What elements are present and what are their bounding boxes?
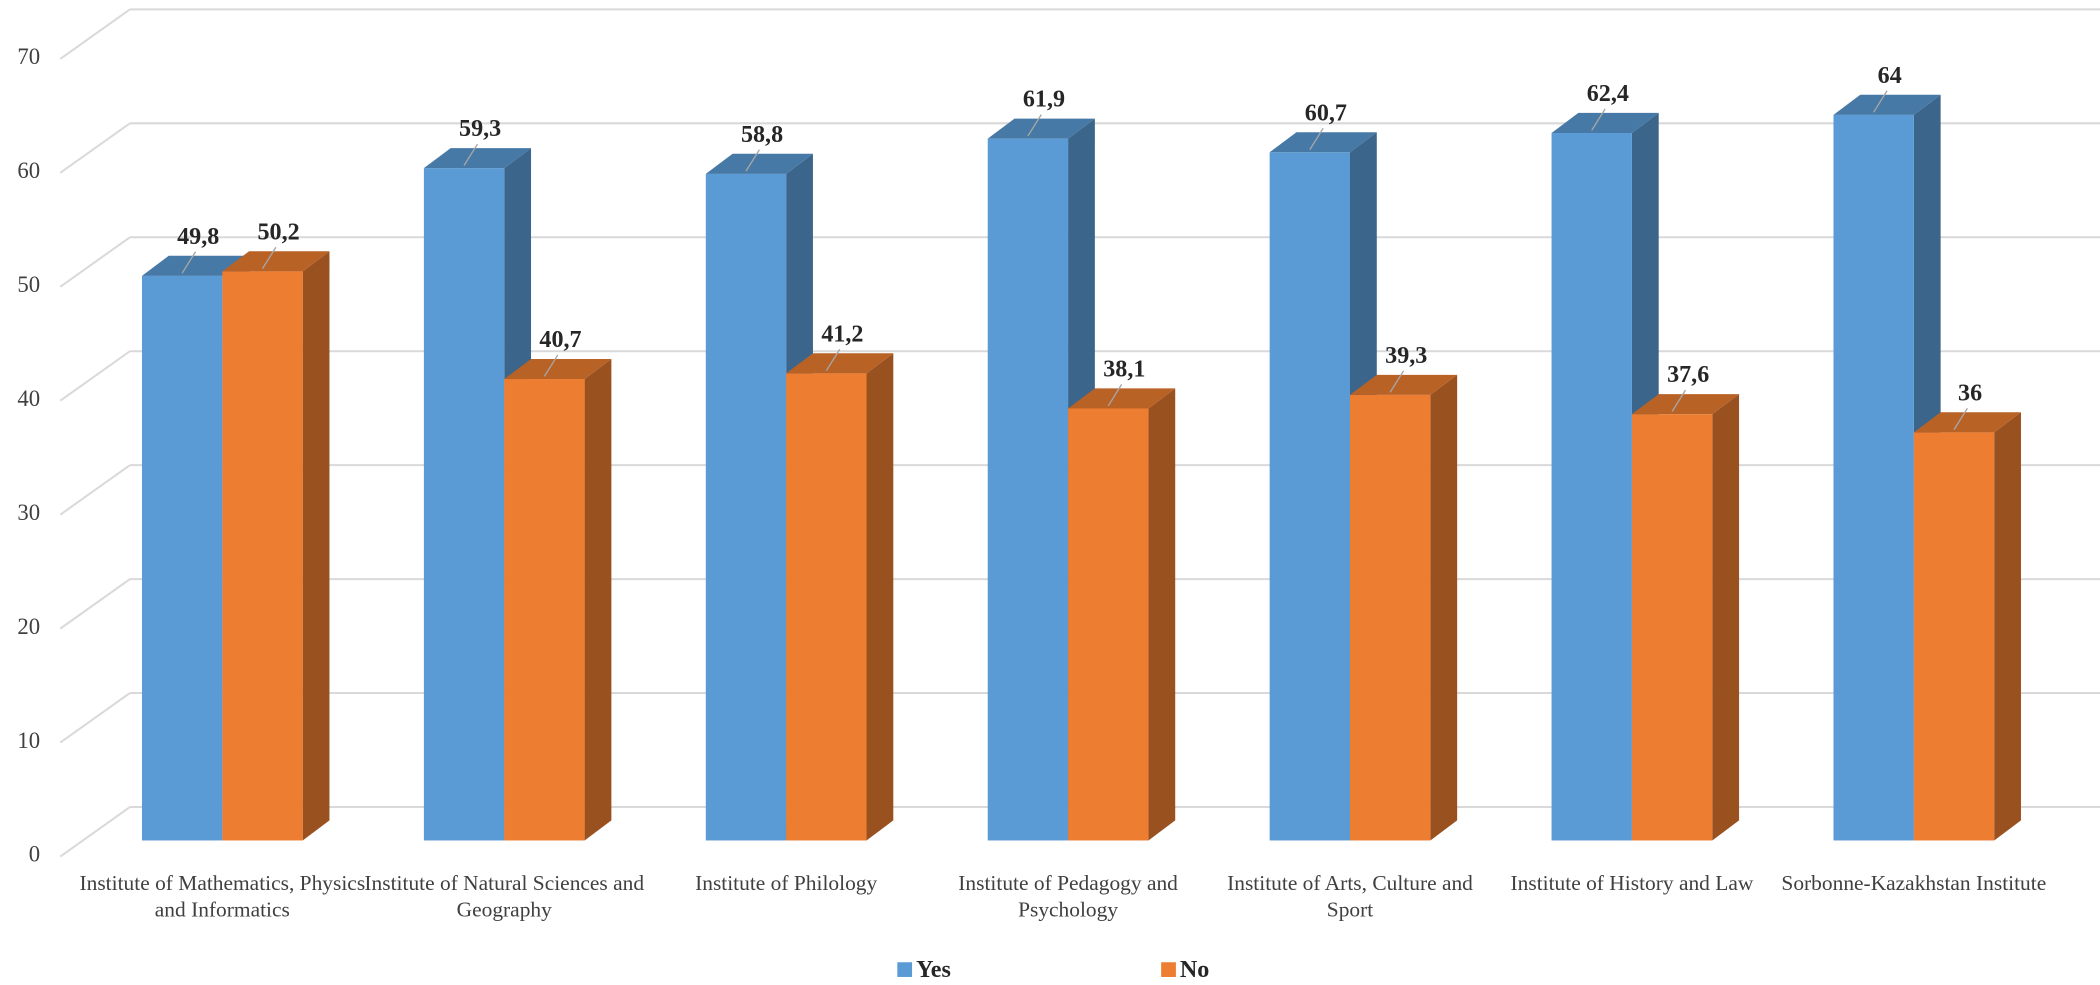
- y-tick-label: 10: [17, 728, 40, 753]
- bar: [705, 173, 787, 841]
- leader-line: [1873, 90, 1888, 113]
- grid-line: [59, 692, 131, 744]
- x-tick-label: Institute of Philology: [695, 872, 878, 896]
- bar: [1913, 432, 1995, 841]
- leader-line: [1027, 114, 1042, 137]
- bar-top: [786, 353, 894, 374]
- bar-side: [1430, 374, 1458, 841]
- data-label: 62,4: [1587, 81, 1629, 107]
- leader-line: [825, 348, 841, 372]
- grid-line: [59, 806, 131, 858]
- bar-top: [1269, 132, 1377, 153]
- legend-label: Yes: [916, 957, 951, 983]
- x-tick-label: Institute of Mathematics, Physics and In…: [79, 872, 366, 923]
- leader-line: [261, 246, 277, 270]
- x-tick-label: Sorbonne-Kazakhstan Institute: [1781, 872, 2047, 896]
- bar-side: [584, 358, 612, 841]
- bar-top: [423, 148, 532, 169]
- leader-line: [1671, 389, 1687, 412]
- bar: [141, 275, 223, 841]
- leader-line: [1107, 384, 1123, 407]
- data-label: 61,9: [1023, 87, 1065, 113]
- bar: [1350, 394, 1431, 841]
- x-tick-label: Institute of Pedagogy and Psychology: [958, 872, 1178, 923]
- bar-top: [1913, 412, 2021, 433]
- bar: [1833, 114, 1914, 841]
- bar-side: [866, 353, 894, 841]
- leader-line: [543, 354, 559, 377]
- bar-top: [705, 153, 813, 174]
- leader-line: [1309, 127, 1324, 150]
- bar: [786, 373, 867, 841]
- x-tick-label-box: Institute of History and Law: [1510, 872, 1754, 896]
- bar-side: [302, 251, 330, 841]
- x-tick-label-box: Institute of Mathematics, Physics and In…: [79, 872, 366, 923]
- bar-top: [141, 255, 250, 276]
- y-tick-label: 20: [17, 614, 40, 639]
- bar-side: [1712, 394, 1740, 841]
- bar: [504, 379, 585, 841]
- bar-side: [1994, 412, 2021, 841]
- x-tick-label-box: Institute of Philology: [695, 872, 878, 896]
- x-tick-label-box: Institute of Natural Sciences and Geogra…: [364, 872, 645, 923]
- grid-line: [59, 578, 131, 630]
- leader-line: [181, 251, 197, 274]
- legend-swatch: [1161, 962, 1176, 977]
- data-label: 58,8: [741, 122, 783, 148]
- y-tick-label: 40: [17, 386, 40, 411]
- leader-line: [1389, 370, 1405, 393]
- data-label: 49,8: [177, 224, 219, 250]
- bar-top: [1833, 94, 1941, 115]
- y-tick-label: 70: [17, 44, 40, 69]
- bar-top: [1551, 112, 1659, 134]
- grid-line: [59, 350, 131, 402]
- data-label: 39,3: [1385, 343, 1427, 369]
- data-label: 40,7: [539, 327, 581, 353]
- grid-line: [59, 8, 131, 60]
- y-tick-label: 50: [17, 272, 40, 297]
- bar-side: [1148, 388, 1176, 841]
- data-label: 38,1: [1103, 357, 1145, 383]
- bar-top: [504, 358, 612, 380]
- data-label: 41,2: [821, 321, 863, 347]
- bar: [1631, 414, 1713, 841]
- leader-line: [745, 149, 760, 172]
- bar: [987, 138, 1069, 841]
- legend-label: No: [1180, 957, 1209, 983]
- leader-line: [463, 143, 479, 166]
- x-tick-label-box: Institute of Arts, Culture and Sport: [1227, 872, 1473, 923]
- x-tick-label-box: Sorbonne-Kazakhstan Institute: [1781, 872, 2047, 896]
- x-tick-label: Institute of Arts, Culture and Sport: [1227, 872, 1473, 923]
- grid-line: [59, 464, 131, 516]
- bar-top: [1068, 388, 1176, 409]
- data-label: 37,6: [1667, 362, 1709, 388]
- bar: [423, 168, 505, 841]
- bar-top: [1350, 374, 1458, 395]
- bar: [1068, 408, 1149, 841]
- data-label: 50,2: [257, 219, 299, 245]
- bar: [1551, 133, 1632, 841]
- data-label: 64: [1878, 63, 1902, 89]
- legend-swatch: [897, 962, 913, 977]
- leader-line: [1953, 407, 1968, 430]
- bar: [1269, 152, 1350, 841]
- bar-top: [222, 251, 330, 272]
- bar-top: [1631, 394, 1740, 415]
- data-label: 59,3: [459, 116, 501, 142]
- grid-line: [59, 236, 131, 288]
- grid-line: [59, 122, 131, 174]
- data-label: 36: [1958, 380, 1982, 406]
- bar: [222, 271, 303, 841]
- leader-line: [1591, 108, 1606, 131]
- x-tick-label: Institute of Natural Sciences and Geogra…: [364, 872, 645, 923]
- y-tick-label: 0: [29, 842, 40, 867]
- x-tick-label: Institute of History and Law: [1510, 872, 1754, 896]
- data-label: 60,7: [1305, 100, 1347, 126]
- bar-top: [987, 118, 1095, 139]
- y-tick-label: 60: [17, 158, 40, 183]
- y-tick-label: 30: [17, 500, 40, 525]
- x-tick-label-box: Institute of Pedagogy and Psychology: [958, 872, 1178, 923]
